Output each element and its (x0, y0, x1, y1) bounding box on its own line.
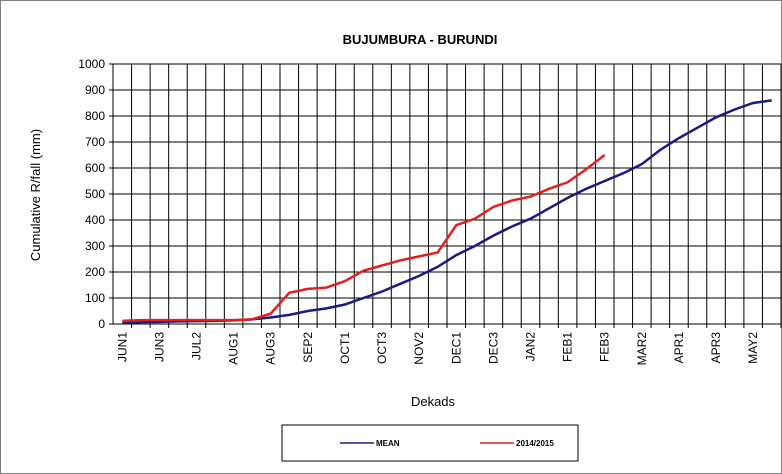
y-tick-label: 1000 (78, 57, 105, 71)
y-tick-label: 300 (85, 239, 105, 253)
y-tick-label: 800 (85, 109, 105, 123)
x-tick-label: JUN1 (115, 332, 129, 362)
x-tick-label: FEB3 (598, 332, 612, 362)
y-tick-label: 900 (85, 83, 105, 97)
y-axis-label: Cumulative R/fall (mm) (28, 129, 43, 261)
legend (281, 424, 579, 462)
chart-title: BUJUMBURA - BURUNDI (343, 32, 498, 47)
legend-label: MEAN (376, 439, 400, 448)
y-tick-label: 700 (85, 135, 105, 149)
x-tick-label: DEC3 (486, 332, 500, 364)
x-tick-label: APR1 (672, 332, 686, 364)
x-tick-label: MAY2 (746, 332, 760, 364)
y-tick-label: 0 (98, 317, 105, 331)
x-tick-label: MAR2 (635, 332, 649, 366)
y-tick-label: 500 (85, 187, 105, 201)
x-tick-label: APR3 (709, 332, 723, 364)
x-tick-label: JUN3 (152, 332, 166, 362)
x-axis-label: Dekads (411, 394, 456, 409)
x-tick-label: AUG3 (264, 332, 278, 365)
x-tick-label: AUG1 (227, 332, 241, 365)
legend-label: 2014/2015 (516, 439, 554, 448)
data-line (122, 154, 606, 323)
y-tick-label: 600 (85, 161, 105, 175)
x-tick-label: OCT3 (375, 332, 389, 364)
x-tick-label: DEC1 (449, 332, 463, 364)
x-tick-label: OCT1 (338, 332, 352, 364)
x-tick-label: SEP2 (301, 332, 315, 363)
y-tick-label: 400 (85, 213, 105, 227)
y-tick-label: 100 (85, 291, 105, 305)
x-tick-label: FEB1 (561, 332, 575, 362)
y-tick-label: 200 (85, 265, 105, 279)
x-tick-label: JAN2 (524, 332, 538, 362)
x-tick-label: JUL2 (190, 332, 204, 360)
x-tick-label: NOV2 (412, 332, 426, 365)
